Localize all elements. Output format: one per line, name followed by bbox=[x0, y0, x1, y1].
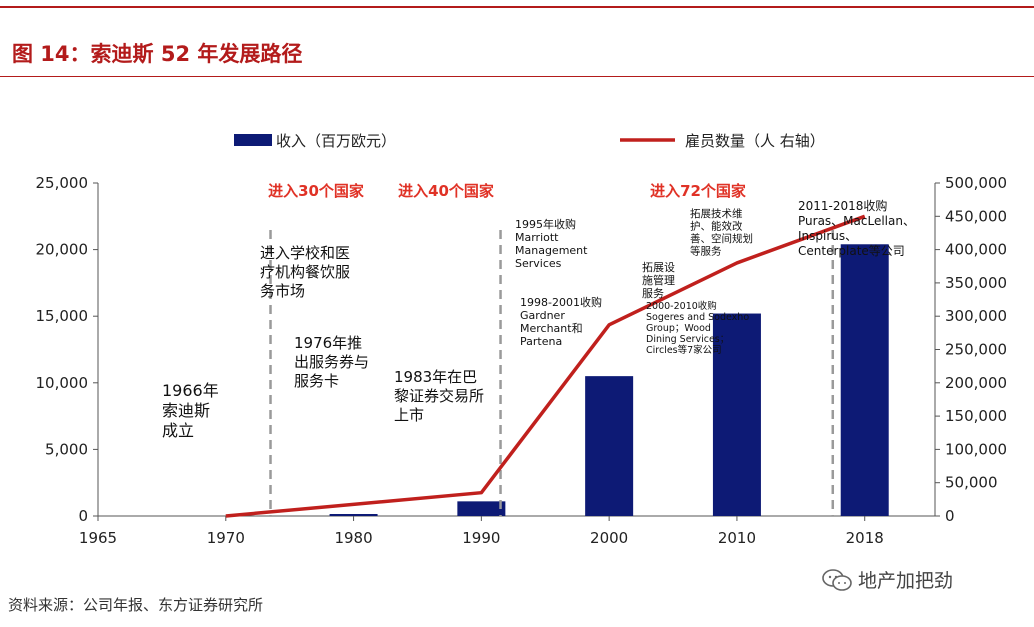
x-tick-label: 2018 bbox=[846, 529, 884, 547]
annotation-line: Gardner bbox=[520, 309, 565, 322]
annotation-schools: 进入学校和医疗机构餐饮服务市场 bbox=[260, 244, 350, 300]
top-rule bbox=[0, 6, 1034, 8]
annotation-line: 善、空间规划 bbox=[690, 232, 753, 245]
annotation-line: 服务卡 bbox=[294, 372, 339, 390]
bar bbox=[329, 514, 378, 516]
y-left-tick-label: 10,000 bbox=[36, 374, 89, 392]
annotation-line: Partena bbox=[520, 335, 562, 348]
annotation-line: 拓展设 bbox=[642, 260, 675, 274]
bar bbox=[712, 313, 761, 516]
annotation-line: 拓展技术维 bbox=[690, 207, 743, 220]
annotation-line: Merchant和 bbox=[520, 322, 583, 335]
annotation-line: 进入学校和医 bbox=[260, 244, 350, 262]
annotation-line: Sogeres and Sodexho bbox=[646, 312, 749, 323]
phase-label: 进入72个国家 bbox=[650, 182, 746, 200]
annotation-line: 1995年收购 bbox=[515, 217, 576, 231]
annotation-2011: 2011-2018收购 Puras、MacLellan、 Inspirus、 Cent… bbox=[798, 198, 915, 258]
y-left-tick-label: 20,000 bbox=[36, 241, 89, 259]
annotation-line: 1966年 bbox=[162, 381, 219, 400]
watermark: 地产加把劲 bbox=[822, 566, 953, 593]
annotation-line: 出服务券与 bbox=[294, 353, 369, 371]
legend-bar-swatch bbox=[234, 134, 272, 146]
annotation-expand: 拓展设施管理服务 bbox=[642, 260, 675, 300]
x-tick-label: 1980 bbox=[334, 529, 372, 547]
y-left-tick-label: 0 bbox=[78, 507, 88, 525]
y-right-tick-label: 50,000 bbox=[945, 474, 998, 492]
annotation-line: 1998-2001收购 bbox=[520, 295, 602, 309]
annotation-line: 上市 bbox=[394, 406, 424, 424]
annotation-line: Management bbox=[515, 244, 588, 257]
x-tick-label: 2000 bbox=[590, 529, 628, 547]
annotation-line: Circles等7家公司 bbox=[646, 344, 722, 356]
y-right-tick-label: 200,000 bbox=[945, 374, 1007, 392]
annotation-line: Puras、MacLellan、 bbox=[798, 214, 915, 228]
x-tick-label: 1970 bbox=[207, 529, 245, 547]
x-tick-label: 1965 bbox=[79, 529, 117, 547]
annotation-line: 服务 bbox=[642, 287, 664, 300]
figure-title: 图 14：索迪斯 52 年发展路径 bbox=[12, 42, 303, 66]
annotation-1995: 1995年收购 Marriott Management Services bbox=[515, 217, 588, 270]
annotation-line: 护、能效改 bbox=[690, 220, 743, 233]
annotation-line: Marriott bbox=[515, 231, 559, 244]
annotation-1983: 1983年在巴黎证券交易所上市 bbox=[394, 368, 484, 424]
annotation-line: 索迪斯 bbox=[162, 401, 210, 420]
bar bbox=[457, 501, 506, 516]
annotation-line: 疗机构餐饮服 bbox=[260, 263, 350, 281]
phase-label: 进入30个国家 bbox=[268, 182, 364, 200]
annotation-line: 黎证券交易所 bbox=[394, 387, 484, 405]
y-right-tick-label: 450,000 bbox=[945, 207, 1007, 225]
y-right-tick-label: 100,000 bbox=[945, 440, 1007, 458]
annotation-line: 2011-2018收购 bbox=[798, 198, 887, 213]
x-tick-label: 1990 bbox=[462, 529, 500, 547]
bar bbox=[585, 376, 634, 516]
y-right-tick-label: 400,000 bbox=[945, 241, 1007, 259]
annotation-line: 1983年在巴 bbox=[394, 368, 477, 386]
annotation-line: Services bbox=[515, 257, 562, 270]
y-left-tick-label: 5,000 bbox=[45, 440, 88, 458]
legend-line-label: 雇员数量（人 右轴） bbox=[685, 132, 825, 150]
y-right-tick-label: 500,000 bbox=[945, 174, 1007, 192]
bar bbox=[840, 244, 889, 516]
annotation-tech: 拓展技术维护、能效改善、空间规划等服务 bbox=[690, 207, 753, 258]
annotation-1966: 1966年索迪斯成立 bbox=[162, 381, 219, 440]
watermark-text: 地产加把劲 bbox=[858, 570, 954, 592]
annotation-line: 2000-2010收购 bbox=[646, 300, 717, 312]
y-right-tick-label: 300,000 bbox=[945, 307, 1007, 325]
annotation-line: 成立 bbox=[162, 421, 194, 440]
legend-bar-label: 收入（百万欧元） bbox=[276, 132, 396, 150]
y-right-tick-label: 150,000 bbox=[945, 407, 1007, 425]
x-tick-label: 2010 bbox=[718, 529, 756, 547]
employee-line bbox=[225, 214, 866, 518]
annotation-line: Group；Wood bbox=[646, 323, 711, 334]
wechat-icon bbox=[822, 568, 852, 591]
y-left-tick-label: 15,000 bbox=[36, 307, 89, 325]
annotation-line: 施管理 bbox=[642, 273, 675, 287]
y-right-tick-label: 250,000 bbox=[945, 341, 1007, 359]
annotation-1998: 1998-2001收购 Gardner Merchant和 Partena bbox=[520, 295, 602, 348]
y-right-tick-label: 350,000 bbox=[945, 274, 1007, 292]
annotation-1976: 1976年推出服务券与服务卡 bbox=[294, 334, 369, 390]
annotation-line: Centerplate等公司 bbox=[798, 244, 905, 258]
annotation-line: 等服务 bbox=[690, 245, 722, 258]
annotation-line: Dining Services； bbox=[646, 334, 729, 345]
annotation-2000s: 2000-2010收购 Sogeres and Sodexho Group；Wood… bbox=[646, 300, 749, 356]
annotation-line: 1976年推 bbox=[294, 334, 362, 352]
title-rule bbox=[0, 76, 1034, 77]
source-note: 资料来源：公司年报、东方证券研究所 bbox=[8, 596, 264, 614]
annotation-line: Inspirus、 bbox=[798, 229, 857, 243]
y-left-tick-label: 25,000 bbox=[36, 174, 89, 192]
annotation-line: 务市场 bbox=[260, 282, 305, 300]
phase-label: 进入40个国家 bbox=[398, 182, 494, 200]
y-right-tick-label: 0 bbox=[945, 507, 955, 525]
